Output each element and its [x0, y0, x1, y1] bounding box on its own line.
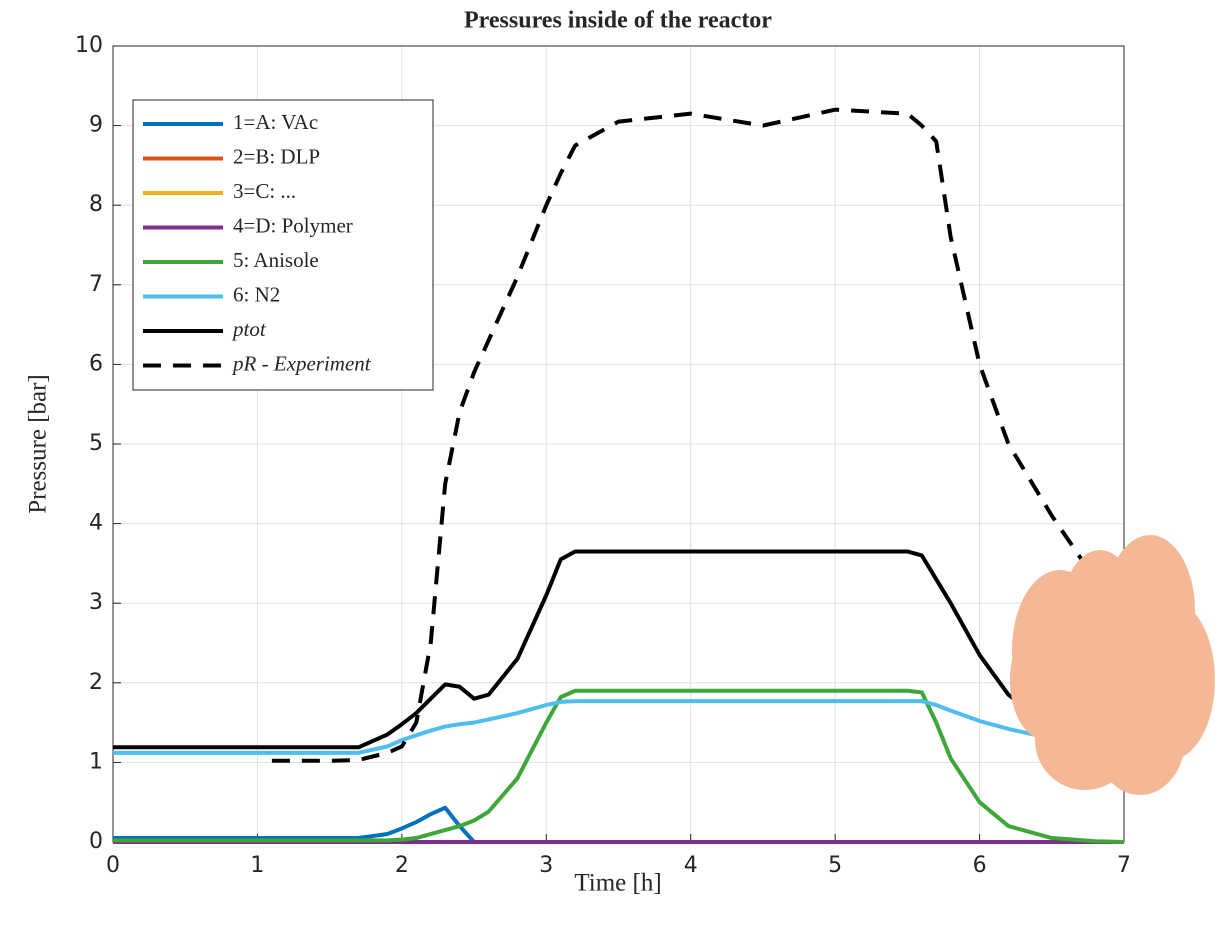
x-tick-label: 1 [250, 853, 264, 878]
y-axis-label: Pressure [bar] [25, 374, 52, 514]
y-tick-label: 5 [89, 431, 103, 456]
x-tick-label: 0 [106, 853, 120, 878]
y-tick-label: 0 [89, 829, 103, 854]
series-line [113, 549, 1125, 753]
x-tick-label: 5 [828, 853, 842, 878]
y-tick-label: 2 [89, 670, 103, 695]
x-tick-label: 7 [1117, 853, 1131, 878]
series-line [113, 699, 1125, 755]
legend-box [132, 99, 434, 391]
x-tick-label: 2 [395, 853, 409, 878]
y-tick-label: 4 [89, 511, 103, 536]
y-tick-label: 1 [89, 749, 103, 774]
series-line [113, 688, 1125, 844]
x-tick-label: 4 [684, 853, 698, 878]
legend-label: ptot [231, 317, 267, 341]
legend-label: 2=B: DLP [233, 144, 320, 168]
legend-label: 4=D: Polymer [233, 213, 353, 237]
y-tick-label: 9 [89, 113, 103, 138]
legend-label: 1=A: VAc [233, 110, 318, 134]
x-tick-label: 3 [539, 853, 553, 878]
chart-title: Pressures inside of the reactor [464, 8, 772, 34]
legend-label: 3=C: ... [233, 179, 296, 203]
y-tick-label: 6 [89, 351, 103, 376]
legend-label: 6: N2 [233, 282, 280, 306]
y-tick-label: 3 [89, 590, 103, 615]
redaction-blob [1060, 600, 1180, 780]
y-tick-label: 10 [75, 33, 103, 58]
x-tick-label: 6 [973, 853, 987, 878]
legend-label: 5: Anisole [233, 248, 319, 272]
redaction-overlay [1010, 535, 1215, 795]
y-tick-label: 8 [89, 192, 103, 217]
y-tick-label: 7 [89, 272, 103, 297]
legend-label: pR - Experiment [231, 351, 372, 375]
x-axis-label: Time [h] [574, 870, 661, 897]
